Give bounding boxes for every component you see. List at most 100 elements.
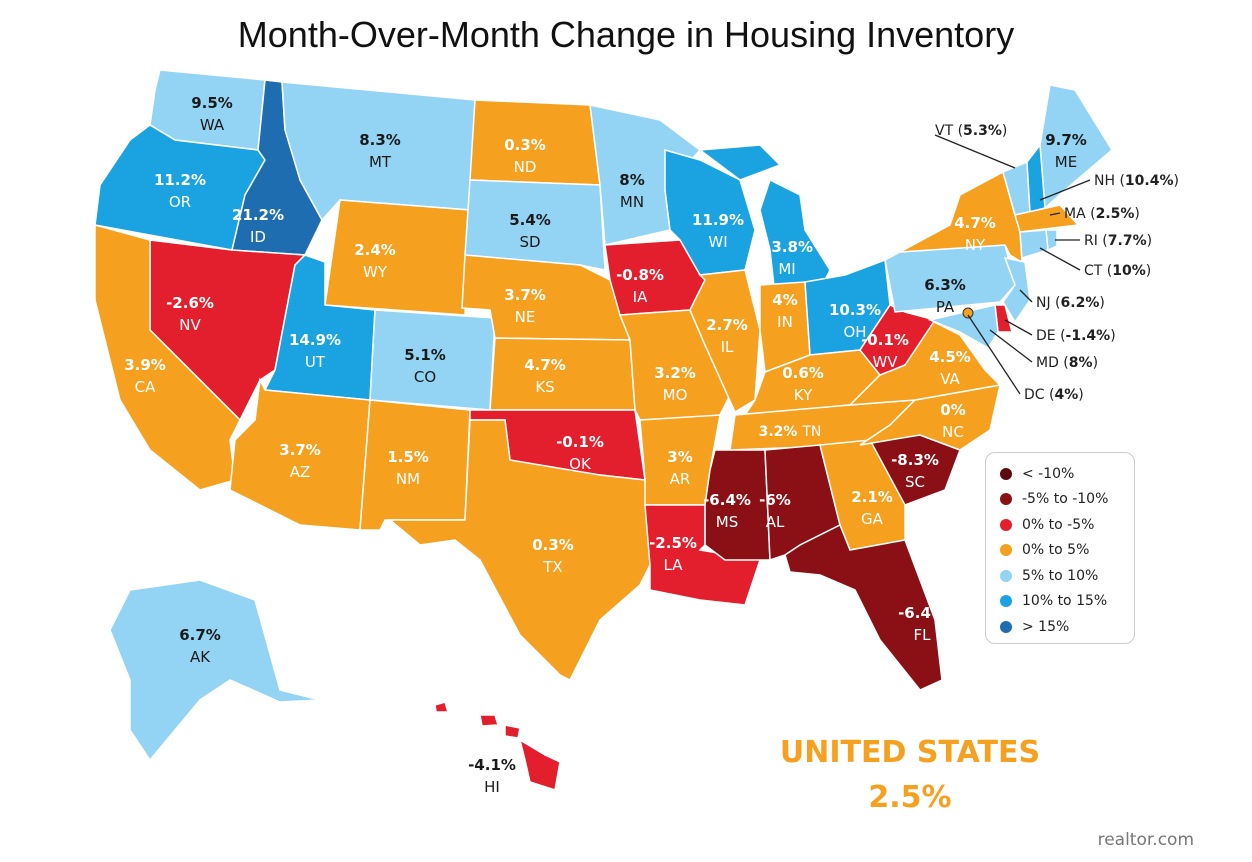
state-value-co: 5.1% [404,346,446,364]
callout-label-vt: VT (5.3%) [935,123,1007,139]
legend-label: 0% to -5% [1022,516,1095,533]
state-abbr-sc: SC [905,473,925,491]
state-fl [784,523,943,691]
state-value-mi: 13.8% [761,238,813,256]
state-value-ca: 3.9% [124,356,166,374]
state-abbr-mn: MN [620,193,644,211]
state-value-al: -6% [759,491,791,509]
state-value-nc: 0% [940,401,965,419]
state-value-hi: -4.1% [468,756,516,774]
legend-label: -5% to -10% [1022,491,1109,508]
state-abbr-az: AZ [290,463,311,481]
dc-marker [962,307,974,319]
state-value-wy: 2.4% [354,241,396,259]
state-abbr-tx: TX [542,558,562,576]
state-ak [109,579,321,762]
state-nj [1002,257,1031,324]
state-wy [324,199,471,316]
state-abbr-oh: OH [843,323,866,341]
state-value-nm: 1.5% [387,448,429,466]
state-value-fl: -6.4% [898,604,946,622]
state-value-ky: 0.6% [782,364,824,382]
state-value-nd: 0.3% [504,136,546,154]
state-abbr-wa: WA [200,116,225,134]
state-value-id: 21.2% [232,206,284,224]
callout-line [1019,289,1033,303]
state-abbr-ca: CA [135,378,156,396]
state-value-oh: 10.3% [829,301,881,319]
state-value-sd: 5.4% [509,211,551,229]
state-value-ms: -6.4% [703,491,751,509]
legend-label: 5% to 10% [1022,567,1099,584]
legend-item: 0% to -5% [1000,512,1134,538]
legend-swatch [1000,493,1012,506]
state-value-ia: -0.8% [616,266,664,284]
legend-item: -5% to -10% [1000,487,1134,513]
legend-item: > 15% [1000,614,1134,640]
state-label-tn: 3.2% TN [759,424,822,440]
state-mt [281,81,476,222]
legend: < -10% -5% to -10% 0% to -5% 0% to 5% 5% to … [985,452,1135,644]
map-title: Month-Over-Month Change in Housing Inven… [237,14,1015,55]
state-value-ok: -0.1% [556,433,604,451]
state-abbr-nc: NC [942,423,964,441]
legend-label: 10% to 15% [1022,593,1108,610]
state-sd [464,179,606,271]
state-abbr-wv: WV [872,353,898,371]
state-value-ak: 6.7% [179,626,221,644]
state-abbr-ky: KY [794,386,813,404]
callout-line [1049,212,1061,216]
state-abbr-nd: ND [514,158,537,176]
state-abbr-il: IL [721,338,734,356]
state-value-mn: 8% [619,171,644,189]
state-value-ga: 2.1% [851,488,893,506]
legend-label: < -10% [1022,465,1075,482]
state-value-mo: 3.2% [654,364,696,382]
state-hi [518,738,561,791]
state-value-in: 4% [772,291,797,309]
national-value: 2.5% [868,780,952,815]
state-ma [1014,204,1080,233]
state-abbr-in: IN [777,313,793,331]
state-value-ny: 4.7% [954,214,996,232]
legend-swatch [1000,595,1012,608]
state-abbr-nv: NV [179,316,201,334]
state-value-pa: 6.3% [924,276,966,294]
state-abbr-mo: MO [663,386,688,404]
state-abbr-ga: GA [861,510,884,528]
state-tx [387,419,651,682]
callout-label-ma: MA (2.5%) [1064,206,1140,222]
state-abbr-ks: KS [535,378,554,396]
state-abbr-ia: IA [633,288,648,306]
legend-item: < -10% [1000,461,1134,487]
state-value-la: -2.5% [649,534,697,552]
state-mi [697,144,782,181]
state-value-or: 11.2% [154,171,206,189]
callout-label-de: DE (-1.4%) [1036,328,1116,344]
state-abbr-hi: HI [484,778,500,796]
callout-label-md: MD (8%) [1036,355,1098,371]
legend-item: 10% to 15% [1000,589,1134,615]
callout-label-ct: CT (10%) [1084,263,1151,279]
state-hi [504,724,521,739]
state-value-sc: -8.3% [891,451,939,469]
state-abbr-ne: NE [515,308,536,326]
state-md [927,304,999,350]
state-abbr-ar: AR [670,470,691,488]
legend-item: 5% to 10% [1000,563,1134,589]
state-value-ks: 4.7% [524,356,566,374]
state-hi [479,714,499,727]
state-abbr-ny: NY [965,236,986,254]
legend-swatch [1000,569,1012,582]
state-abbr-mi: MI [778,260,795,278]
state-abbr-ms: MS [716,513,738,531]
legend-swatch [1000,620,1012,633]
state-abbr-la: LA [664,556,684,574]
state-value-tx: 0.3% [532,536,574,554]
state-abbr-mt: MT [369,153,392,171]
state-abbr-co: CO [414,368,436,386]
legend-label: 0% to 5% [1022,542,1090,559]
state-abbr-va: VA [940,370,960,388]
state-value-ar: 3% [667,448,692,466]
